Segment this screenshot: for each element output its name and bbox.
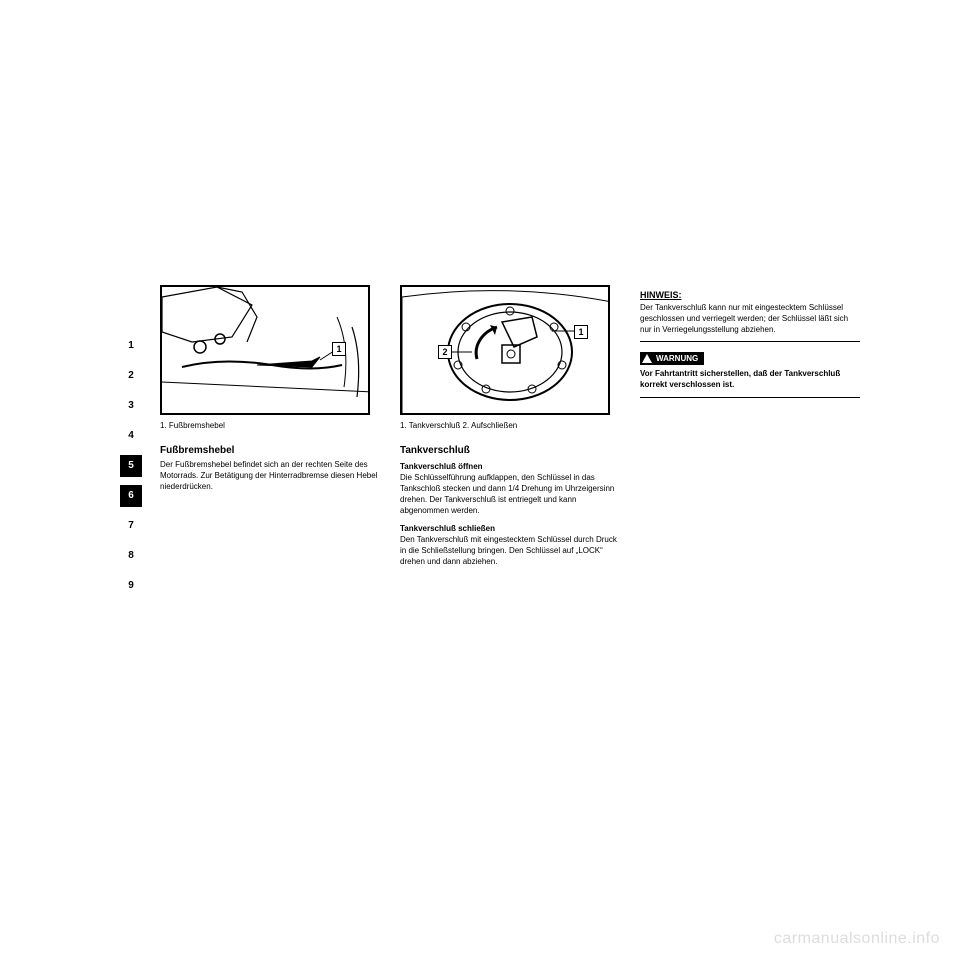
tab-2: 2 [120,365,142,387]
sub1-title: Tankverschluß öffnen [400,462,620,473]
warnung-body: Vor Fahrtantritt sicherstellen, daß der … [640,369,860,391]
warnung-badge: WARNUNG [640,352,704,365]
warnung-label: WARNUNG [656,354,698,363]
column-brake-pedal: 1 1. Fußbremshebel Fußbremshebel Der Fuß… [160,285,380,493]
watermark: carmanualsonline.info [774,930,940,948]
callout-1: 1 [574,325,588,339]
section-heading: Fußbremshebel [160,445,380,456]
hinweis-body: Der Tankverschluß kann nur mit eingestec… [640,303,860,335]
tab-6: 6 [120,485,142,507]
warning-triangle-icon [642,354,652,363]
fuel-cap-illustration [402,287,610,415]
section-heading: Tankverschluß [400,445,620,456]
sub2-body: Den Tankverschluß mit eingestecktem Schl… [400,535,620,567]
figure-caption: 1. Tankverschluß 2. Aufschließen [400,421,620,431]
tab-7: 7 [120,515,142,537]
section-body: Der Fußbremshebel befindet sich an der r… [160,460,380,492]
manual-page: 1 2 3 4 5 6 7 8 9 [120,285,860,685]
tab-3: 3 [120,395,142,417]
sub1-body: Die Schlüsselführung aufklappen, den Sch… [400,473,620,516]
column-fuel-cap: 1 2 1. Tankverschluß 2. Aufschließen Tan… [400,285,620,568]
sub2-title: Tankverschluß schließen [400,524,620,535]
figure-caption: 1. Fußbremshebel [160,421,380,431]
tab-9: 9 [120,575,142,597]
tab-4: 4 [120,425,142,447]
tab-1: 1 [120,335,142,357]
hinweis-heading: HINWEIS: [640,290,682,300]
chapter-tabs: 1 2 3 4 5 6 7 8 9 [120,335,142,605]
figure-brake-pedal: 1 [160,285,370,415]
divider [640,397,860,398]
divider [640,341,860,342]
tab-8: 8 [120,545,142,567]
callout-2: 2 [438,345,452,359]
figure-fuel-cap: 1 2 [400,285,610,415]
tab-5: 5 [120,455,142,477]
column-notes: HINWEIS: Der Tankverschluß kann nur mit … [640,285,860,404]
callout-1: 1 [332,342,346,356]
